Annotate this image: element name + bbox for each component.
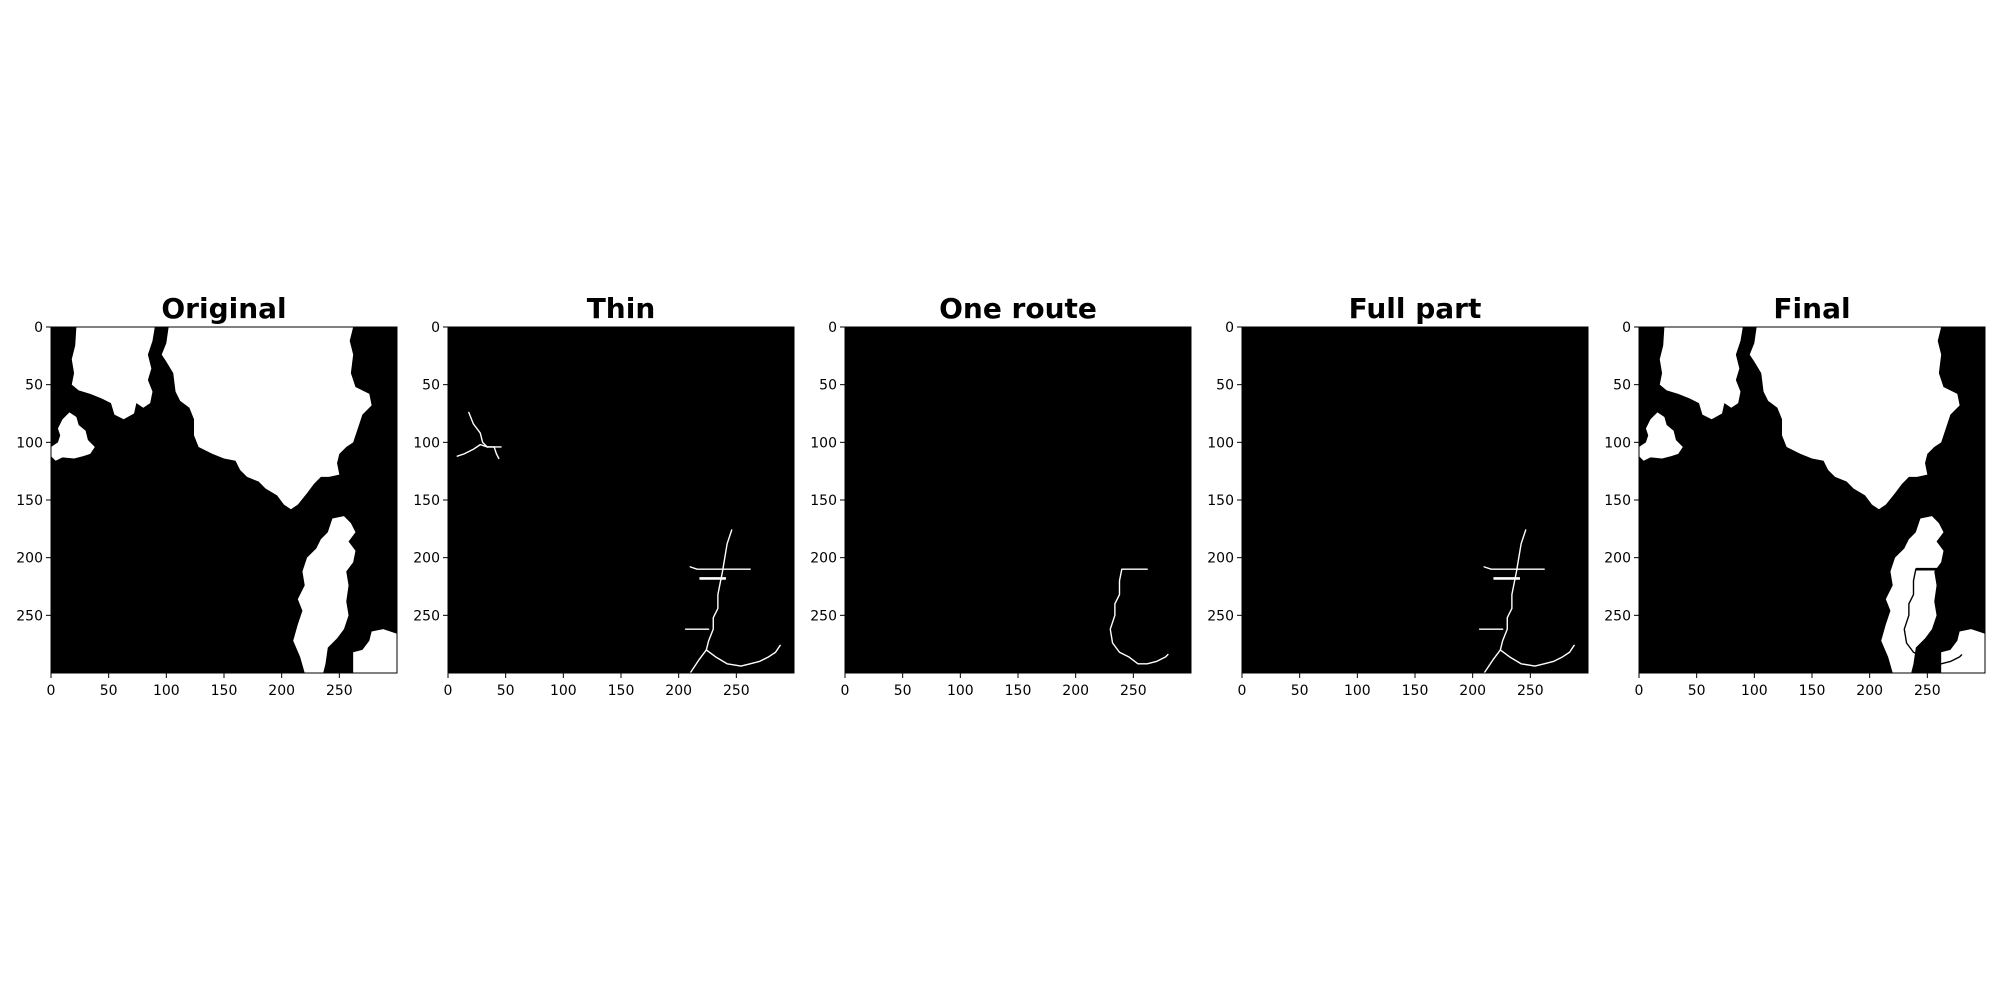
y-tick-label: 50	[819, 378, 837, 394]
y-tick-label: 100	[1604, 435, 1631, 451]
skeleton-branch	[469, 412, 487, 447]
y-tick-label: 200	[810, 551, 837, 567]
panel-one-route: One route 0 50 100 150 200 250 0 50 100 150 200 250	[810, 292, 1192, 699]
image-background	[845, 327, 1191, 673]
y-tick-label: 0	[1622, 320, 1631, 336]
y-tick-label: 0	[34, 320, 43, 336]
panel-title: One route	[939, 292, 1097, 325]
y-tick-label: 150	[16, 493, 43, 509]
y-tick-label: 150	[413, 493, 440, 509]
y-tick-label: 200	[1604, 551, 1631, 567]
x-tick-label: 150	[1005, 683, 1032, 699]
x-tick-label: 150	[211, 683, 238, 699]
panel-title: Full part	[1349, 292, 1482, 325]
x-tick-label: 0	[1635, 683, 1644, 699]
y-tick-label: 150	[810, 493, 837, 509]
y-tick-label: 150	[1207, 493, 1234, 509]
route-line	[1904, 569, 1962, 664]
panel-title: Thin	[587, 292, 656, 325]
x-tick-label: 50	[1291, 683, 1309, 699]
x-tick-label: 50	[100, 683, 118, 699]
y-tick-label: 0	[828, 320, 837, 336]
y-tick-label: 250	[810, 608, 837, 624]
x-tick-label: 0	[444, 683, 453, 699]
x-tick-label: 200	[1062, 683, 1089, 699]
x-tick-label: 250	[723, 683, 750, 699]
panel-title: Final	[1773, 292, 1850, 325]
x-tick-label: 0	[47, 683, 56, 699]
y-tick-label: 100	[1207, 435, 1234, 451]
y-tick-label: 250	[16, 608, 43, 624]
x-tick-label: 150	[608, 683, 635, 699]
x-tick-label: 150	[1402, 683, 1429, 699]
y-tick-label: 50	[1613, 378, 1631, 394]
y-tick-label: 100	[16, 435, 43, 451]
x-tick-label: 100	[947, 683, 974, 699]
y-tick-label: 50	[422, 378, 440, 394]
y-tick-label: 50	[1216, 378, 1234, 394]
x-tick-label: 250	[1120, 683, 1147, 699]
y-tick-label: 250	[413, 608, 440, 624]
panel-full-part: Full part 0 50 100 150 200 250 0 50 100 150 200 250	[1207, 292, 1589, 699]
x-tick-label: 100	[1344, 683, 1371, 699]
x-tick-label: 50	[497, 683, 515, 699]
x-tick-label: 100	[1741, 683, 1768, 699]
image-area	[1242, 327, 1588, 673]
x-tick-label: 200	[268, 683, 295, 699]
x-tick-label: 0	[841, 683, 850, 699]
x-tick-label: 100	[550, 683, 577, 699]
x-tick-label: 0	[1238, 683, 1247, 699]
image-area	[845, 327, 1191, 673]
y-tick-label: 0	[431, 320, 440, 336]
panel-title: Original	[161, 292, 286, 325]
y-tick-label: 200	[1207, 551, 1234, 567]
x-tick-label: 50	[1688, 683, 1706, 699]
skeleton-branch	[690, 567, 750, 569]
x-tick-label: 100	[153, 683, 180, 699]
y-tick-label: 250	[1604, 608, 1631, 624]
skeleton-branch	[1500, 645, 1574, 666]
x-tick-label: 250	[1517, 683, 1544, 699]
panel-thin: Thin 0 50 100 150 200 250 0 50 100 150 200 250	[413, 292, 795, 699]
image-area	[51, 327, 397, 673]
image-area	[1639, 327, 1985, 673]
x-tick-label: 150	[1799, 683, 1826, 699]
image-area	[448, 327, 794, 673]
x-tick-label: 200	[1459, 683, 1486, 699]
x-tick-label: 200	[665, 683, 692, 699]
x-tick-label: 50	[894, 683, 912, 699]
image-background	[448, 327, 794, 673]
x-tick-label: 250	[1914, 683, 1941, 699]
y-tick-label: 0	[1225, 320, 1234, 336]
y-tick-label: 50	[25, 378, 43, 394]
panel-original: Original 0 50 100 150 200 250 0 50 100 150 200 250	[16, 292, 398, 699]
skeleton-branch	[1484, 567, 1544, 569]
route-line	[1110, 569, 1168, 664]
skeleton-branch	[706, 645, 780, 666]
y-tick-label: 100	[413, 435, 440, 451]
x-tick-label: 200	[1856, 683, 1883, 699]
y-tick-label: 200	[16, 551, 43, 567]
y-tick-label: 100	[810, 435, 837, 451]
image-background	[1242, 327, 1588, 673]
panel-final: Final 0 50 100 150 200 250 0 50 100 150 200 250	[1604, 292, 1986, 699]
skeleton-branch	[457, 445, 487, 457]
x-tick-label: 250	[326, 683, 353, 699]
y-tick-label: 150	[1604, 493, 1631, 509]
y-tick-label: 200	[413, 551, 440, 567]
y-tick-label: 250	[1207, 608, 1234, 624]
